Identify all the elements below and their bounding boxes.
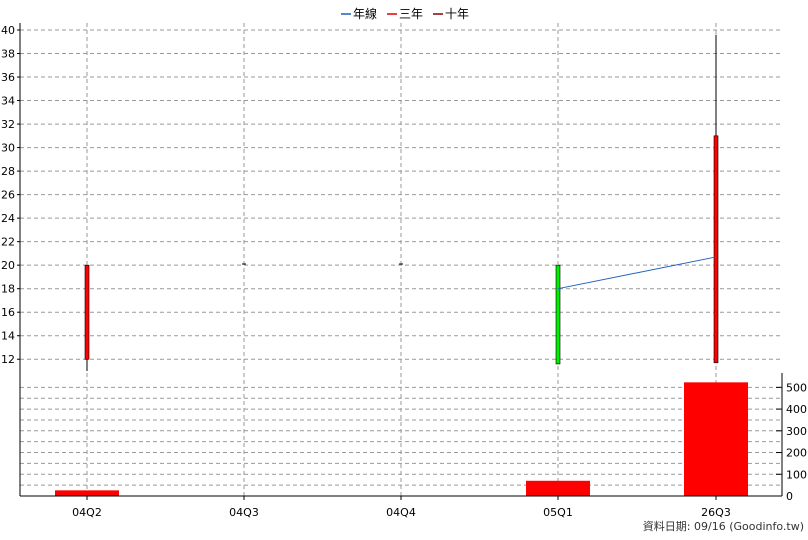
x-tick-label: 26Q3: [701, 506, 731, 519]
price-tick-label: 34: [1, 95, 15, 108]
x-tick-label: 04Q4: [386, 506, 416, 519]
candle-body: [713, 135, 719, 364]
price-tick-label: 14: [1, 330, 15, 343]
price-tick-label: 22: [1, 236, 15, 249]
volume-tick-label: 400: [786, 403, 807, 416]
axes: [17, 23, 783, 500]
volume-bar: [55, 490, 119, 496]
volume-bar: [684, 382, 748, 496]
price-tick-label: 26: [1, 189, 15, 202]
candle-body: [84, 264, 90, 360]
tick-labels: 1214161820222426283032343638400100200300…: [1, 24, 807, 519]
year-line: [557, 256, 717, 290]
price-tick-label: 40: [1, 24, 15, 37]
price-candles: [84, 34, 719, 371]
x-tick-label: 04Q3: [229, 506, 259, 519]
price-tick-label: 30: [1, 142, 15, 155]
grid-lines: [20, 23, 782, 496]
data-source-note: 資料日期: 09/16 (Goodinfo.tw): [642, 520, 804, 533]
price-tick-label: 28: [1, 165, 15, 178]
price-tick-label: 18: [1, 283, 15, 296]
candle-body: [555, 264, 561, 365]
volume-tick-label: 500: [786, 381, 807, 394]
price-tick-label: 24: [1, 212, 15, 225]
legend-label: 三年: [399, 7, 423, 21]
price-tick-label: 38: [1, 48, 15, 61]
price-tick-label: 36: [1, 71, 15, 84]
price-tick-label: 16: [1, 306, 15, 319]
year-line-path: [557, 256, 717, 290]
volume-tick-label: 100: [786, 468, 807, 481]
legend: 年線 三年 十年: [341, 6, 469, 21]
price-tick-label: 20: [1, 259, 15, 272]
volume-tick-label: 0: [786, 490, 793, 503]
volume-bar: [526, 480, 590, 496]
volume-tick-label: 300: [786, 425, 807, 438]
legend-label: 年線: [353, 6, 377, 21]
legend-label: 十年: [445, 7, 469, 21]
x-tick-label: 04Q2: [72, 506, 102, 519]
volume-tick-label: 200: [786, 447, 807, 460]
price-tick-label: 32: [1, 118, 15, 131]
x-tick-label: 05Q1: [543, 506, 573, 519]
volume-bars: [55, 382, 748, 496]
price-tick-label: 12: [1, 353, 15, 366]
